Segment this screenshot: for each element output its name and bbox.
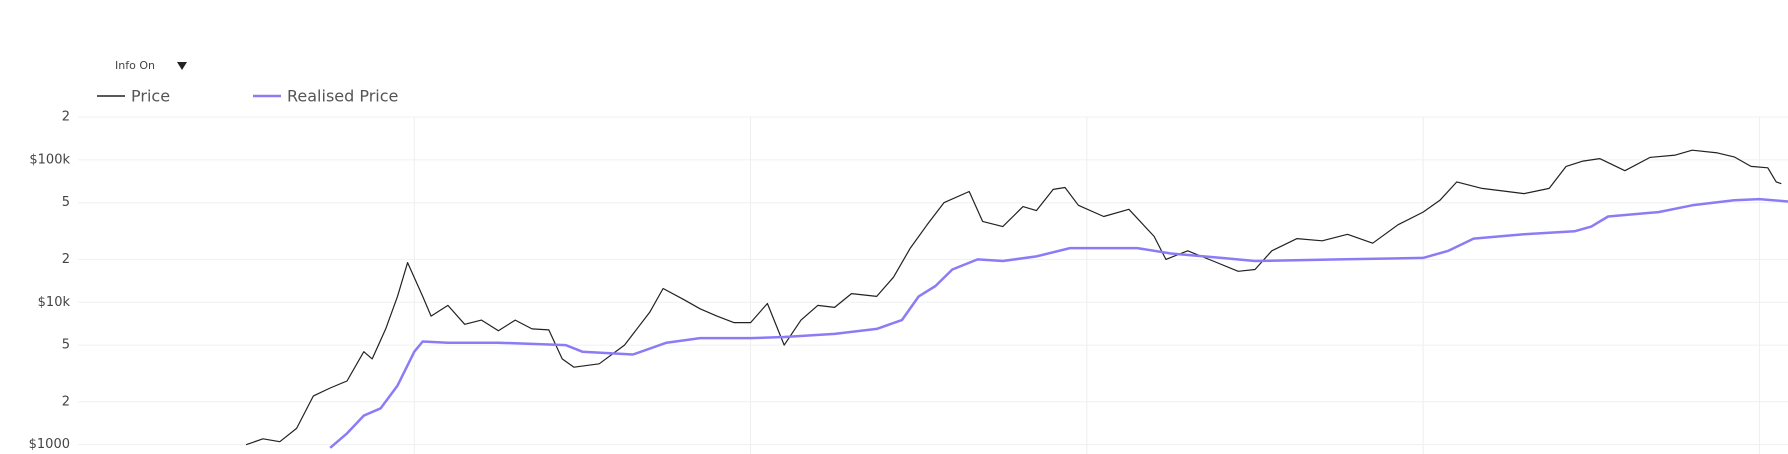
y-tick-label: $10k	[38, 295, 71, 310]
legend-label[interactable]: Price	[131, 87, 170, 106]
y-tick-label: 5	[62, 195, 70, 210]
y-tick-label: 5	[62, 338, 70, 353]
dropdown-label[interactable]: Info On	[115, 59, 155, 72]
y-tick-label: 2	[62, 252, 70, 267]
dropdown[interactable]: Info On	[115, 59, 187, 72]
series-line	[329, 197, 1788, 449]
dropdown-arrow[interactable]	[177, 62, 187, 70]
legend-label[interactable]: Realised Price	[287, 87, 398, 106]
y-tick-label: $100k	[29, 152, 70, 167]
series-line	[245, 149, 1782, 446]
y-tick-label: 2	[62, 394, 70, 409]
y-tick-label: $1000	[29, 437, 70, 452]
y-tick-label: 2	[62, 110, 70, 125]
